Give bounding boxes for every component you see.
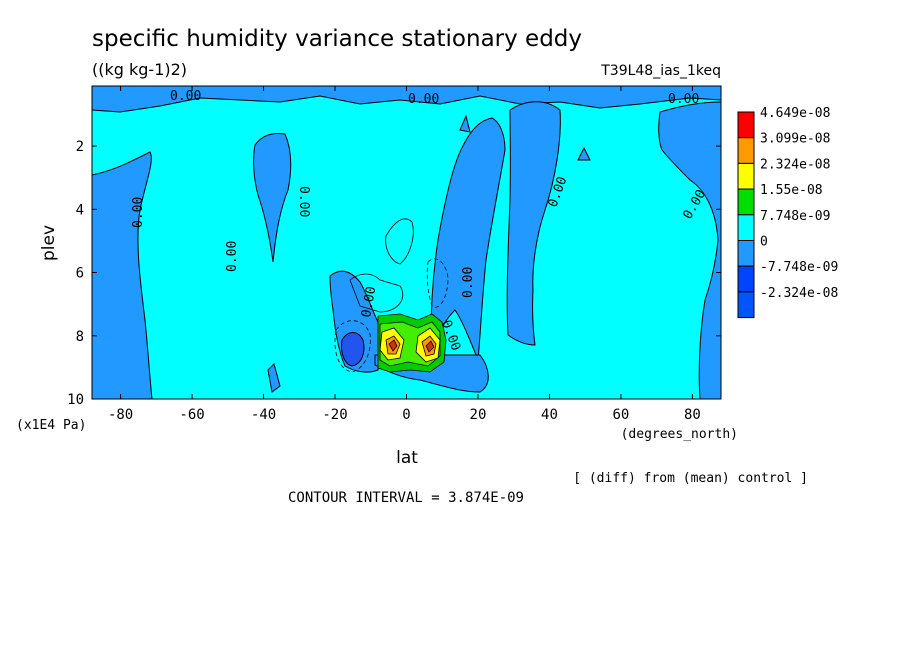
y-tick-label: 8	[76, 329, 84, 345]
legend-swatch	[737, 291, 755, 319]
contour-sh-southern	[91, 151, 153, 400]
legend: 4.649e-08 3.099e-08 2.324e-08 1.55e-08 7.748…	[737, 106, 838, 319]
legend-label: 0	[760, 235, 768, 250]
legend-label: -2.324e-08	[760, 286, 838, 301]
contour-labels: 0.00 0.00 0.00 0.00 0.00 0.00 0.00 0.00 …	[131, 89, 709, 353]
contour-label: 0.00	[408, 92, 439, 107]
x-tick-label: 80	[684, 407, 701, 423]
x-tick-label: -80	[108, 407, 133, 423]
contour-label: 0.00	[296, 186, 311, 217]
contour-nh-mid	[506, 101, 561, 346]
contour-label: 0.00	[225, 241, 240, 272]
contour-small-3	[267, 363, 281, 393]
x-tick-label: 20	[470, 407, 487, 423]
legend-label: 3.099e-08	[760, 132, 830, 147]
x-units-label: (degrees_north)	[621, 427, 738, 442]
contour-interval-label: CONTOUR INTERVAL = 3.874E-09	[288, 490, 524, 506]
legend-swatch	[737, 240, 755, 267]
y-tick-label: 6	[76, 266, 84, 282]
x-tick-label: 60	[613, 407, 630, 423]
contour-label: 0.00	[668, 92, 699, 107]
chart-title: specific humidity variance stationary ed…	[92, 26, 582, 52]
x-tick-label: 0	[402, 407, 410, 423]
legend-label: 7.748e-09	[760, 209, 830, 224]
contour-small-2	[577, 146, 591, 161]
negative-core	[341, 332, 365, 367]
legend-label: 2.324e-08	[760, 157, 830, 172]
legend-swatch	[737, 214, 755, 242]
contour-small-1	[459, 114, 471, 133]
contour-label: 0.00	[131, 197, 146, 228]
legend-swatch	[737, 265, 755, 293]
dashed-contours	[334, 258, 449, 373]
x-tick-label: -60	[179, 407, 204, 423]
y-tick-label: 10	[67, 392, 84, 408]
x-axis-label: lat	[396, 448, 418, 468]
y-units-label: (x1E4 Pa)	[16, 418, 86, 433]
contour-top-band	[91, 85, 722, 113]
y-tick-label: 4	[76, 202, 84, 218]
y-axis-label: plev	[39, 225, 59, 261]
x-axis: -80 -60 -40 -20 0 20 40 60 80	[108, 86, 701, 423]
pos-level-5b	[425, 340, 435, 353]
pos-level-5a	[388, 339, 398, 352]
dashed-contour-2	[426, 258, 449, 308]
dashed-contour-1	[334, 320, 371, 373]
x-tick-label: -20	[322, 407, 347, 423]
negative-contours	[91, 85, 722, 400]
thin-contour-1	[385, 218, 414, 265]
legend-swatch	[737, 188, 755, 216]
legend-swatch	[737, 111, 755, 139]
contour-sh-mid	[253, 132, 292, 263]
contour-label: 0.00	[359, 285, 379, 318]
contour-label: 0.00	[461, 267, 476, 298]
note-label: [ (diff) from (mean) control ]	[573, 471, 808, 486]
chart-units: ((kg kg-1)2)	[92, 60, 187, 79]
legend-swatch	[737, 137, 755, 164]
x-tick-label: 40	[541, 407, 558, 423]
run-label: T39L48_ias_1keq	[600, 63, 721, 79]
legend-swatch	[737, 162, 755, 190]
plot-area: 0.00 0.00 0.00 0.00 0.00 0.00 0.00 0.00 …	[91, 85, 722, 400]
legend-label: 4.649e-08	[760, 106, 830, 121]
positive-contours	[377, 313, 447, 373]
y-axis: 2 4 6 8 10	[67, 139, 721, 408]
legend-label: -7.748e-09	[760, 260, 838, 275]
thin-contours	[349, 218, 414, 313]
x-tick-label: -40	[251, 407, 276, 423]
thin-contour-2	[349, 273, 404, 313]
legend-label: 1.55e-08	[760, 183, 823, 198]
y-tick-label: 2	[76, 139, 84, 155]
contour-label: 0.00	[170, 89, 201, 104]
